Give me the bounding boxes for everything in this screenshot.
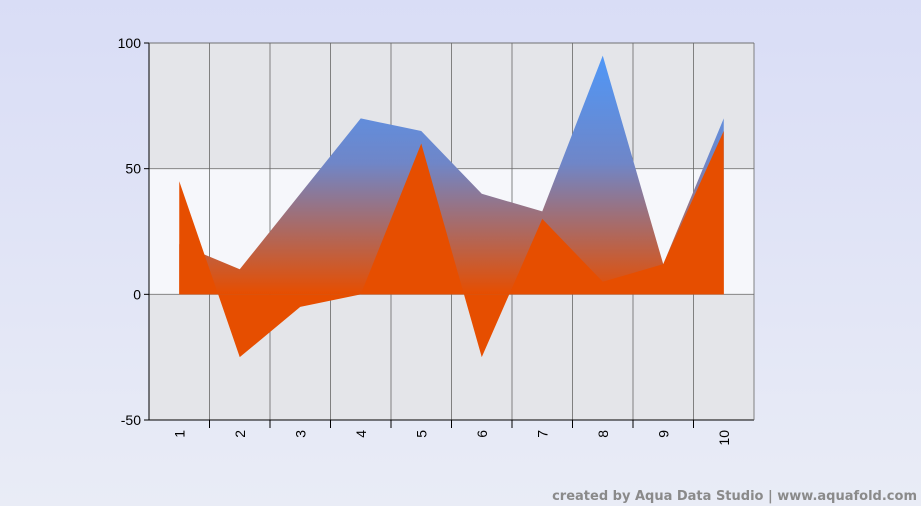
x-tick-label: 10 — [716, 430, 732, 446]
x-tick-label: 3 — [292, 430, 308, 438]
series-area-1 — [179, 55, 724, 295]
x-tick-label: 2 — [232, 430, 248, 438]
x-tick-label: 4 — [353, 430, 369, 438]
y-tick-label: -50 — [121, 412, 141, 428]
x-tick-label: 7 — [534, 430, 550, 438]
x-tick-label: 1 — [171, 430, 187, 438]
y-tick-label: 0 — [133, 286, 141, 302]
y-tick-label: 100 — [118, 35, 142, 51]
series-areas — [179, 55, 724, 358]
tick-labels: -50 0 50 100 1 2 3 4 5 6 7 8 9 10 — [118, 35, 732, 446]
credit-text: created by Aqua Data Studio | www.aquafo… — [552, 489, 917, 504]
x-tick-label: 5 — [413, 430, 429, 438]
axes — [144, 42, 755, 428]
x-tick-label: 8 — [595, 430, 611, 438]
x-tick-label: 6 — [474, 430, 490, 438]
series-area-2 — [179, 130, 724, 358]
y-tick-label: 50 — [125, 161, 141, 177]
x-tick-label: 9 — [655, 430, 671, 438]
